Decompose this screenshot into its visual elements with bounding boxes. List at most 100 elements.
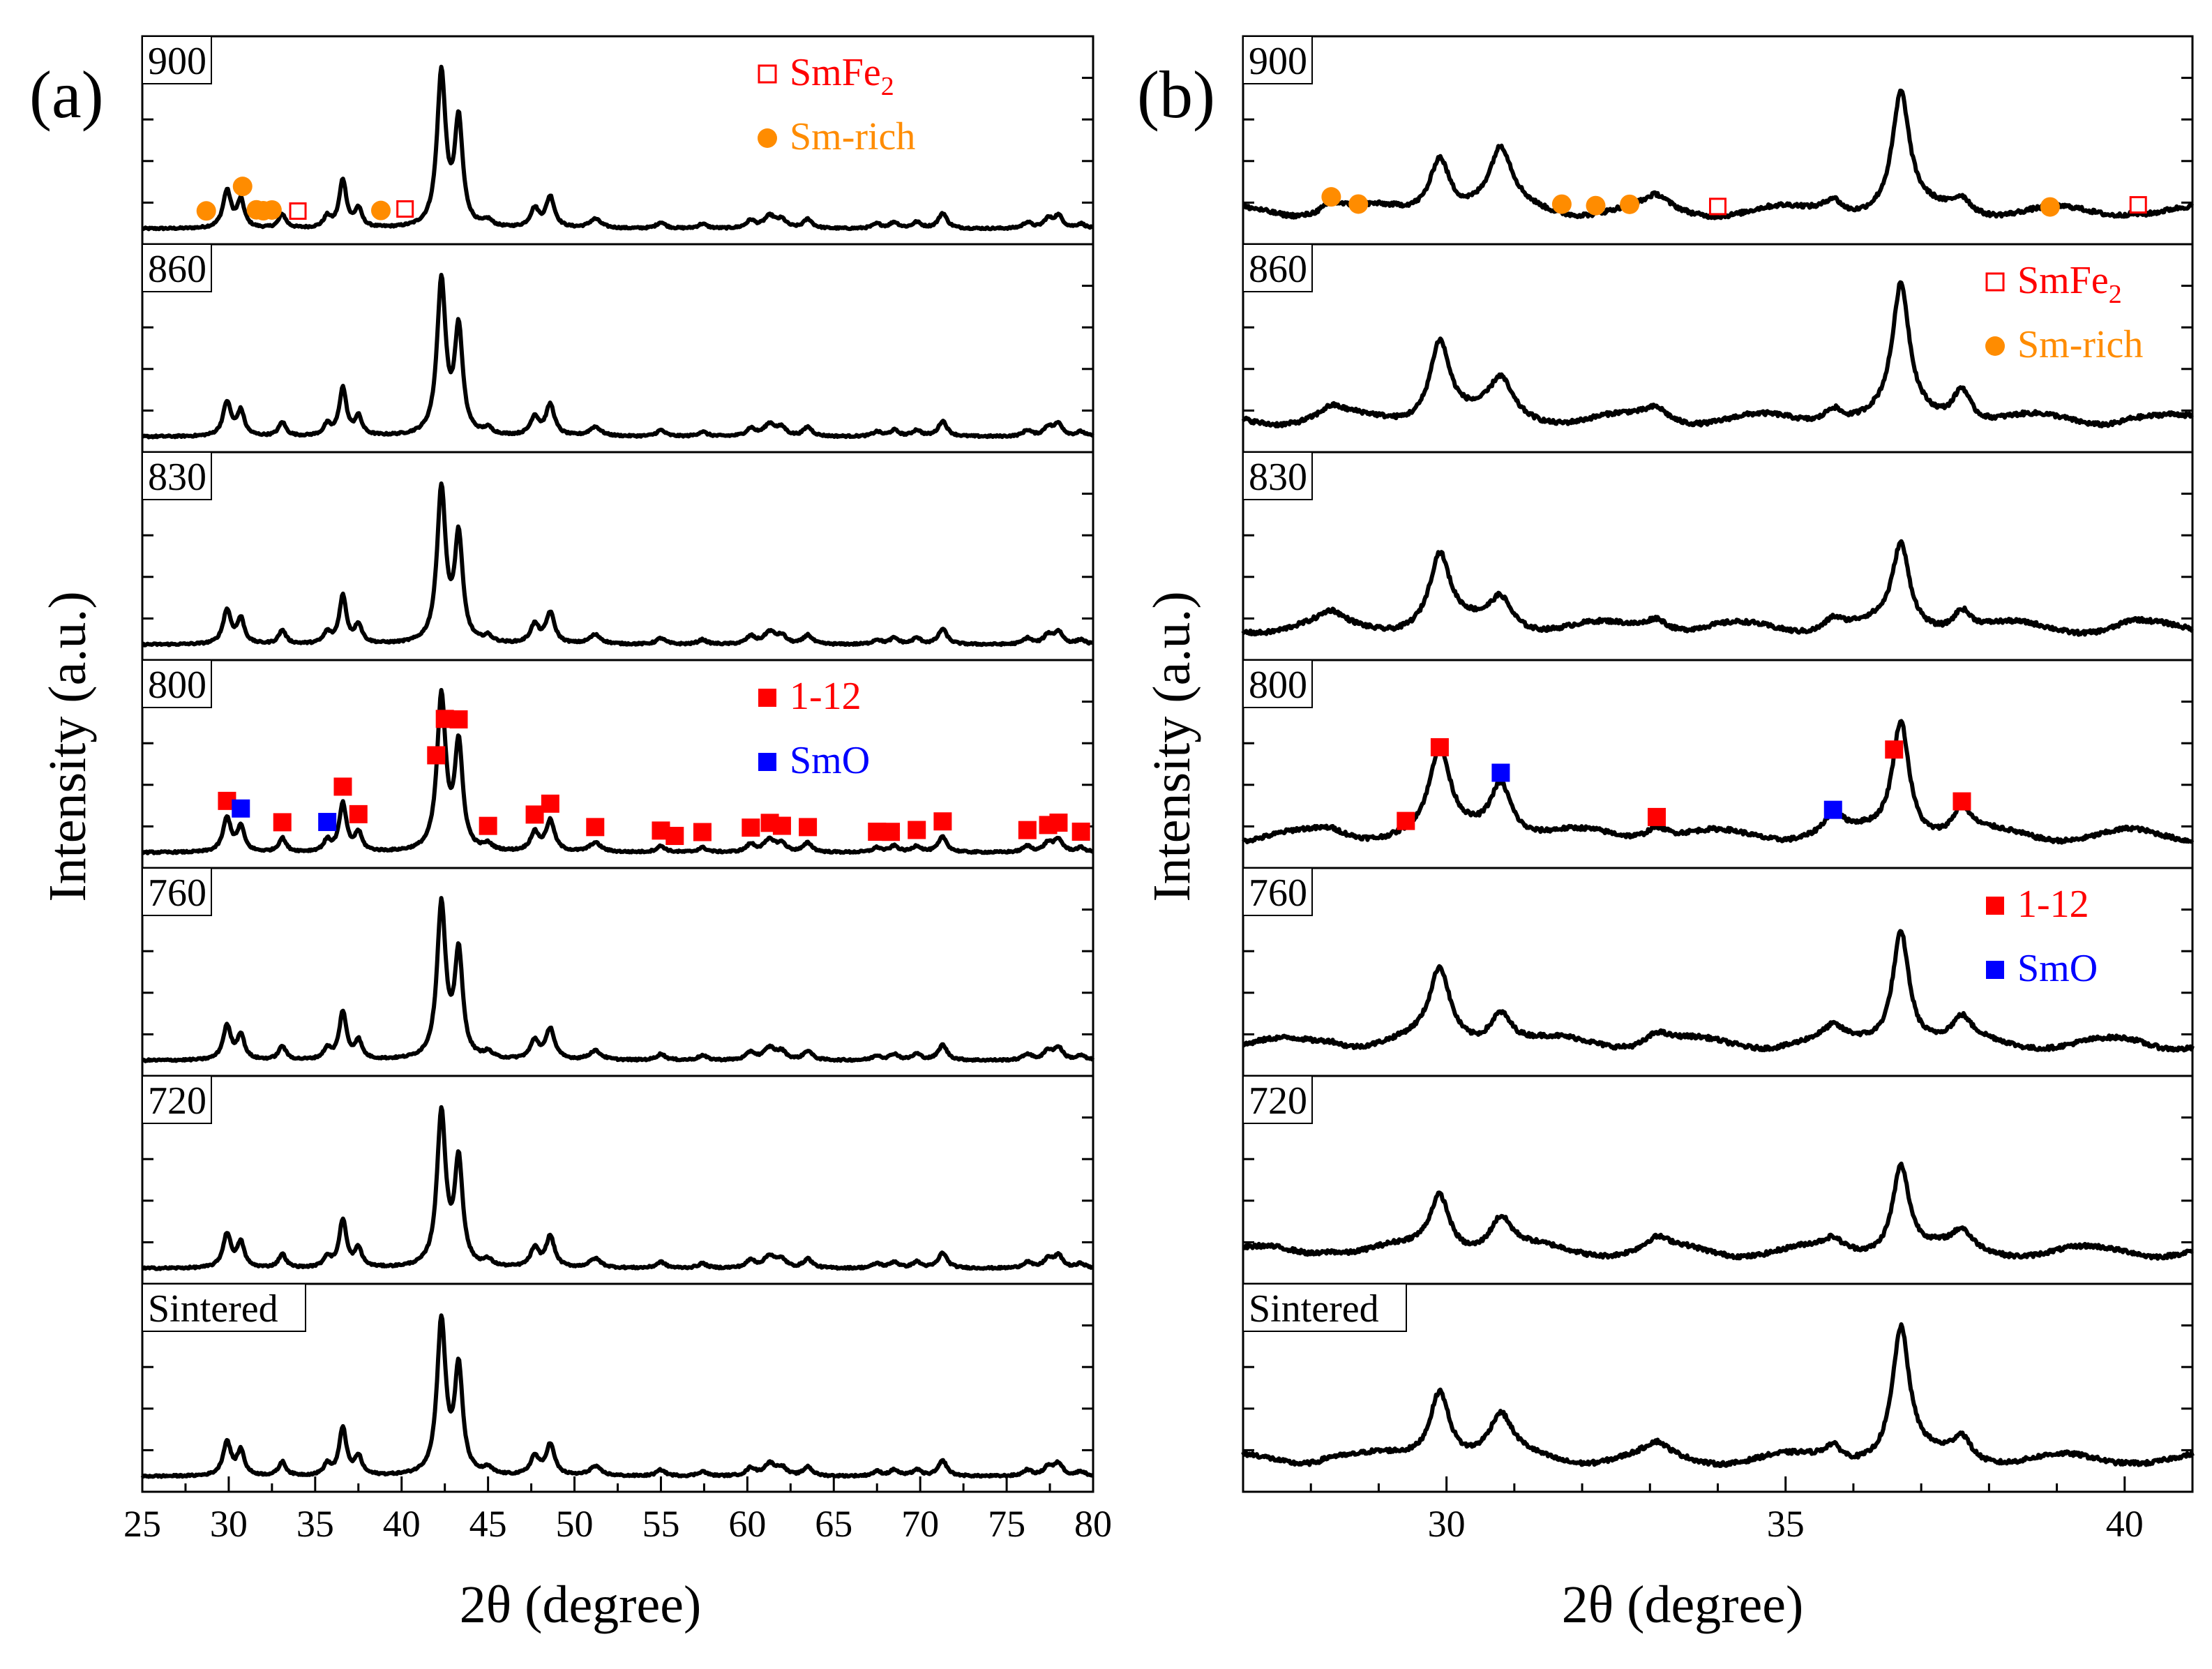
panel-a-x-axis-label: 2θ (degree) xyxy=(460,1576,702,1634)
sm-rich-marker xyxy=(1348,194,1369,214)
xrd-trace-830 xyxy=(1241,539,2194,637)
sample-label: 830 xyxy=(1249,456,1307,499)
x-tick-label: 65 xyxy=(815,1503,852,1545)
x-tick-label: 55 xyxy=(642,1503,679,1545)
phase-112-marker xyxy=(479,816,497,835)
phase-112-marker xyxy=(349,804,368,823)
sample-label: 830 xyxy=(148,456,206,499)
phase-112-marker xyxy=(1885,740,1904,759)
phase-112-marker xyxy=(541,794,559,813)
sm-rich-marker xyxy=(2040,197,2060,217)
smfe2-marker xyxy=(2129,196,2147,214)
phase-112-marker xyxy=(772,816,791,835)
xrd-trace-760 xyxy=(141,896,1095,1063)
phase-112-marker xyxy=(333,777,352,796)
smfe2-marker xyxy=(1709,197,1726,216)
x-tick-label: 75 xyxy=(988,1503,1025,1545)
xrd-trace-760 xyxy=(1242,929,2195,1053)
stack-900: 900 xyxy=(1242,35,2195,246)
panel-b-x-ticks: 30 35 40 xyxy=(1242,1476,2194,1545)
sample-label-box xyxy=(142,867,212,916)
phase-112-marker xyxy=(665,827,684,846)
panel-b-x-axis-label: 2θ (degree) xyxy=(1562,1576,1804,1634)
sm-rich-marker xyxy=(232,177,253,197)
smo-marker xyxy=(1491,763,1510,782)
smfe2-marker xyxy=(289,202,307,220)
phase-112-marker xyxy=(1430,738,1449,756)
panel-a-label: (a) xyxy=(29,57,104,132)
sm-rich-marker xyxy=(1551,194,1572,214)
legend-symbol xyxy=(758,689,776,707)
x-tick-label: 25 xyxy=(123,1503,161,1545)
legend-label: 1-12 xyxy=(2017,883,2089,926)
sample-label-box xyxy=(1242,1075,1313,1124)
stack-830: 830 xyxy=(141,451,1094,661)
sample-label: 800 xyxy=(1249,664,1307,707)
sample-label: 760 xyxy=(148,871,206,915)
phase-112-marker xyxy=(882,823,901,841)
phase-112-marker xyxy=(1049,814,1068,832)
sample-label-box xyxy=(1242,659,1313,708)
legend-label: SmFe2 xyxy=(2017,259,2122,309)
phase-112-marker xyxy=(586,818,605,837)
sample-label-box xyxy=(142,36,212,84)
x-tick-label: 70 xyxy=(901,1503,939,1545)
legend-smfe2-symbol xyxy=(1985,272,2005,292)
sample-label-box xyxy=(142,1075,212,1124)
sm-rich-marker xyxy=(196,201,216,221)
sample-label-box xyxy=(142,659,212,708)
x-tick-label: 45 xyxy=(469,1503,507,1545)
phase-112-marker xyxy=(1071,822,1090,841)
x-tick-label: 40 xyxy=(383,1503,421,1545)
phase-112-marker xyxy=(273,813,292,832)
x-tick-label: 30 xyxy=(210,1503,248,1545)
sample-label: 760 xyxy=(1249,871,1307,915)
panel-b-stacks: 900 860 SmFe2 Sm-rich 830 800 760 1-12 SmO 720 Sin… xyxy=(1241,35,2195,1493)
sample-label: 860 xyxy=(1249,248,1307,291)
legend-label: 1-12 xyxy=(790,675,862,718)
smo-marker xyxy=(232,799,250,818)
sample-label-box xyxy=(142,451,212,500)
phase-112-marker xyxy=(933,812,952,831)
sm-rich-marker xyxy=(1321,187,1341,207)
x-tick-label: 50 xyxy=(556,1503,594,1545)
phase-112-marker xyxy=(1953,792,1971,811)
legend-label: Sm-rich xyxy=(2017,323,2143,366)
phase-112-marker xyxy=(427,746,446,765)
phase-112-marker xyxy=(693,823,712,841)
legend-label: SmO xyxy=(2017,947,2098,990)
sample-label: 720 xyxy=(1249,1079,1307,1123)
phase-112-marker xyxy=(742,818,760,837)
sample-label-box xyxy=(1242,1283,1407,1332)
sample-label-box xyxy=(1242,867,1313,916)
sample-label-box xyxy=(1242,244,1313,292)
smfe2-marker xyxy=(396,200,414,218)
sample-label-box xyxy=(142,244,212,292)
legend-symbol xyxy=(758,753,776,771)
smo-marker xyxy=(1823,800,1842,819)
xrd-trace-860 xyxy=(1241,280,2194,428)
stack-830: 830 xyxy=(1241,451,2194,661)
panel-a-y-axis-label: Intensity (a.u.) xyxy=(38,591,97,901)
sm-rich-marker xyxy=(1620,194,1640,214)
x-tick-label: 40 xyxy=(2106,1503,2144,1545)
phase-112-marker xyxy=(1018,821,1037,839)
phase-112-marker xyxy=(449,710,468,729)
x-tick-label: 30 xyxy=(1428,1503,1466,1545)
phase-112-marker xyxy=(799,818,818,837)
sample-label: 800 xyxy=(148,664,206,707)
phase-112-marker xyxy=(1648,807,1666,826)
stack-800: 800 1-12 SmO xyxy=(141,659,1094,869)
xrd-trace-800 xyxy=(141,688,1094,855)
sm-rich-marker xyxy=(262,200,282,220)
sample-label-box xyxy=(142,1283,306,1332)
legend-label: SmO xyxy=(790,739,870,782)
panel-a-stacks: 900 SmFe2 Sm-rich 860 830 800 1-12 SmO 760 720 Sin… xyxy=(140,35,1095,1493)
legend-sm-rich-symbol xyxy=(1985,336,2005,356)
sample-label: 900 xyxy=(148,40,206,83)
x-tick-label: 35 xyxy=(296,1503,334,1545)
sample-label: Sintered xyxy=(1249,1287,1379,1331)
xrd-trace-860 xyxy=(141,273,1094,440)
panel-b-label: (b) xyxy=(1137,57,1215,132)
